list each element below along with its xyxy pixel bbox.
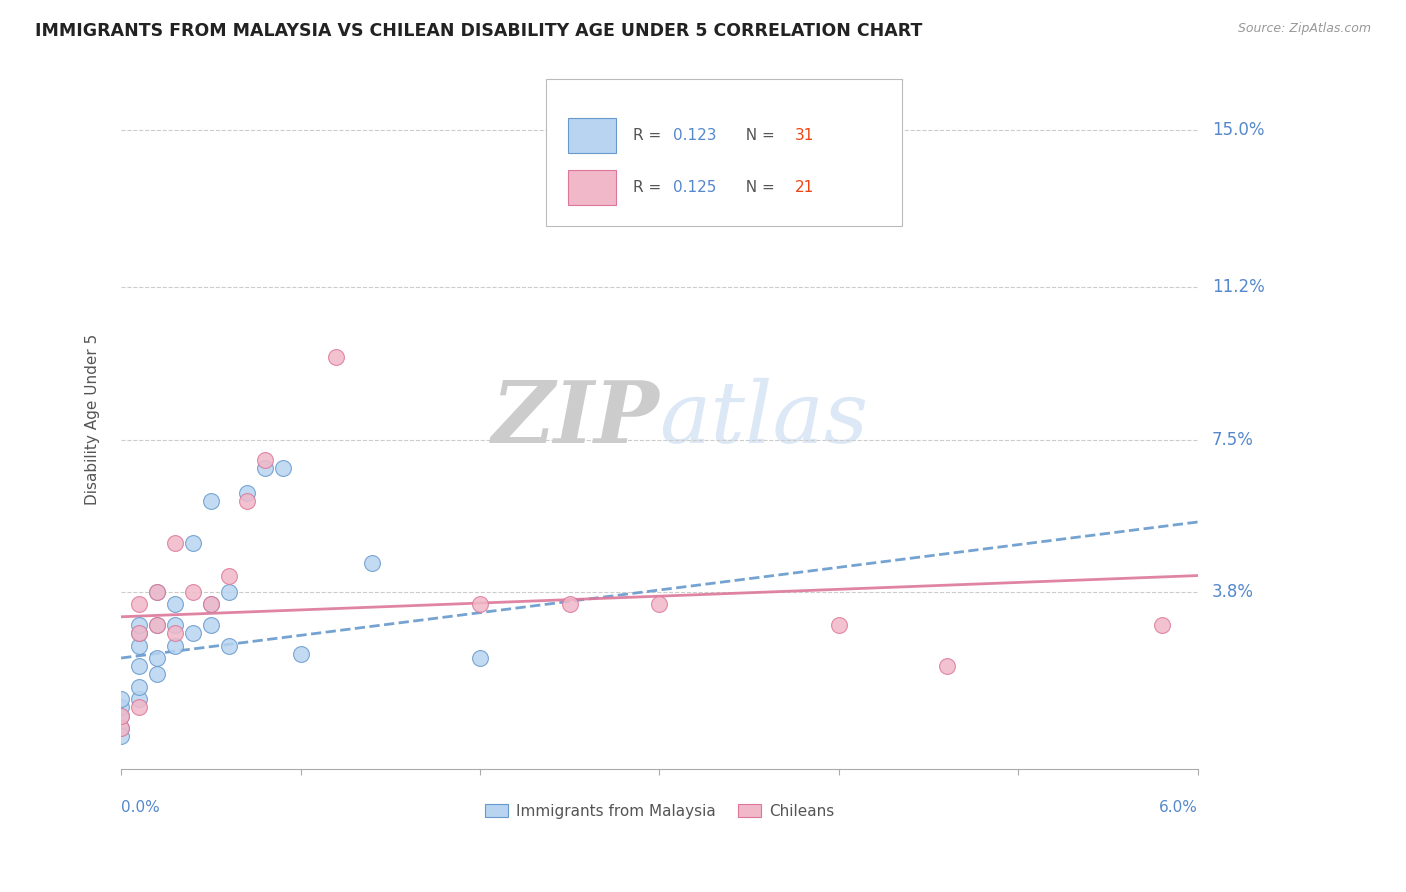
Text: 31: 31 [796, 128, 814, 143]
Point [200, 598, 222, 612]
Point [163, 626, 186, 640]
Text: atlas: atlas [659, 377, 869, 460]
Text: R =: R = [633, 180, 665, 195]
Point [271, 461, 294, 475]
Point [146, 585, 169, 599]
Point [110, 721, 132, 735]
Point [468, 651, 491, 665]
Point [128, 598, 150, 612]
Point [253, 453, 276, 467]
Point [181, 626, 204, 640]
Text: 21: 21 [796, 180, 814, 195]
Text: 0.0%: 0.0% [121, 800, 160, 815]
Point [200, 618, 222, 632]
Point [128, 618, 150, 632]
Point [163, 639, 186, 653]
Point [146, 651, 169, 665]
Point [235, 486, 257, 500]
Point [218, 568, 240, 582]
Point [181, 535, 204, 549]
Text: 15.0%: 15.0% [1212, 121, 1264, 139]
Point [163, 598, 186, 612]
Point [110, 708, 132, 723]
Point [163, 618, 186, 632]
Point [146, 585, 169, 599]
Point [218, 585, 240, 599]
Point [110, 721, 132, 735]
FancyBboxPatch shape [547, 79, 901, 227]
Point [290, 647, 312, 661]
Point [146, 618, 169, 632]
Point [235, 494, 257, 508]
Text: 0.125: 0.125 [673, 180, 717, 195]
Point [200, 494, 222, 508]
Point [361, 556, 384, 570]
Point [558, 598, 581, 612]
Point [935, 659, 957, 673]
Point [200, 598, 222, 612]
Point [110, 700, 132, 714]
Text: IMMIGRANTS FROM MALAYSIA VS CHILEAN DISABILITY AGE UNDER 5 CORRELATION CHART: IMMIGRANTS FROM MALAYSIA VS CHILEAN DISA… [35, 22, 922, 40]
Text: R =: R = [633, 128, 665, 143]
Bar [568, 170, 616, 205]
Point [146, 618, 169, 632]
Text: 0.123: 0.123 [673, 128, 717, 143]
Text: 3.8%: 3.8% [1212, 583, 1254, 601]
Point [110, 729, 132, 743]
Text: 6.0%: 6.0% [1159, 800, 1198, 815]
Text: 7.5%: 7.5% [1212, 431, 1254, 449]
Point [128, 626, 150, 640]
Point [163, 535, 186, 549]
Bar [568, 118, 616, 153]
Point [110, 692, 132, 706]
Text: N =: N = [735, 128, 779, 143]
Point [828, 618, 851, 632]
Point [253, 461, 276, 475]
Y-axis label: Disability Age Under 5: Disability Age Under 5 [86, 334, 100, 505]
Point [128, 659, 150, 673]
Point [128, 626, 150, 640]
Text: N =: N = [735, 180, 779, 195]
Point [218, 639, 240, 653]
Point [1150, 618, 1173, 632]
Point [325, 350, 347, 364]
Point [181, 585, 204, 599]
Point [110, 708, 132, 723]
Text: ZIP: ZIP [492, 377, 659, 460]
Point [146, 667, 169, 681]
Text: Source: ZipAtlas.com: Source: ZipAtlas.com [1237, 22, 1371, 36]
Point [128, 692, 150, 706]
Point [468, 598, 491, 612]
Legend: Immigrants from Malaysia, Chileans: Immigrants from Malaysia, Chileans [479, 797, 841, 825]
Point [128, 639, 150, 653]
Point [648, 598, 671, 612]
Point [128, 700, 150, 714]
Point [128, 680, 150, 694]
Text: 11.2%: 11.2% [1212, 278, 1264, 296]
